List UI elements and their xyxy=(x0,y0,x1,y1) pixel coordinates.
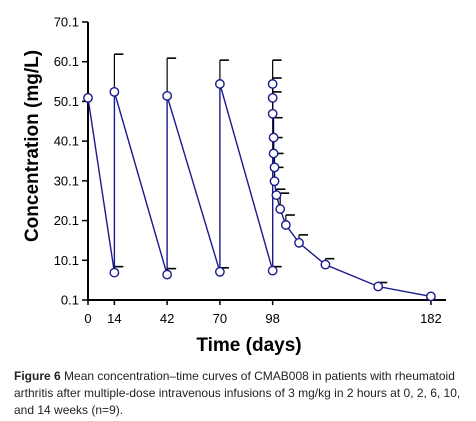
data-point xyxy=(320,259,331,270)
data-point xyxy=(83,92,93,103)
y-tick-label: 0.1 xyxy=(61,293,79,308)
figure-caption-text: Mean concentration–time curves of CMAB00… xyxy=(14,369,461,417)
x-tick-label: 14 xyxy=(107,311,121,326)
data-point xyxy=(269,162,280,173)
x-tick-label: 70 xyxy=(213,311,227,326)
data-point xyxy=(426,291,436,302)
x-tick-label: 98 xyxy=(265,311,279,326)
y-tick-label: 30.1 xyxy=(54,173,79,188)
series-layer xyxy=(83,53,436,302)
x-tick-label: 0 xyxy=(84,311,91,326)
y-tick-label: 70.1 xyxy=(54,15,79,30)
y-tick-label: 40.1 xyxy=(54,134,79,149)
data-point xyxy=(267,92,278,103)
data-point xyxy=(214,79,225,89)
data-point xyxy=(373,281,384,292)
data-point xyxy=(109,86,120,97)
x-tick-label: 42 xyxy=(160,311,174,326)
y-tick-label: 60.1 xyxy=(54,54,79,69)
y-axis-title: Concentration (mg/L) xyxy=(22,50,43,242)
data-point xyxy=(214,266,225,277)
data-point xyxy=(268,148,279,159)
axes: 0.1 10.1 20.1 30.1 40.1 50.1 60.1 70.1 0 14 42 70 98… xyxy=(54,15,446,326)
figure-caption: Figure 6 Mean concentration–time curves … xyxy=(14,368,469,419)
data-point xyxy=(267,108,278,119)
data-point xyxy=(268,132,279,143)
figure-label: Figure 6 xyxy=(14,369,61,383)
data-point xyxy=(267,79,278,89)
data-point xyxy=(269,176,280,187)
data-point xyxy=(271,190,282,201)
data-point xyxy=(162,269,173,280)
x-axis-title: Time (days) xyxy=(196,335,301,356)
data-point xyxy=(280,220,291,230)
y-tick-label: 50.1 xyxy=(54,94,79,109)
data-point xyxy=(109,267,120,278)
series-line xyxy=(87,83,432,298)
y-tick-label: 10.1 xyxy=(54,253,79,268)
data-point xyxy=(162,90,173,101)
y-tick-label: 20.1 xyxy=(54,213,79,228)
data-point xyxy=(294,237,304,248)
data-point xyxy=(267,265,278,276)
chart: 0.1 10.1 20.1 30.1 40.1 50.1 60.1 70.1 0 14 42 70 98… xyxy=(22,15,446,356)
x-tick-label: 182 xyxy=(420,311,442,326)
data-point xyxy=(275,204,286,214)
